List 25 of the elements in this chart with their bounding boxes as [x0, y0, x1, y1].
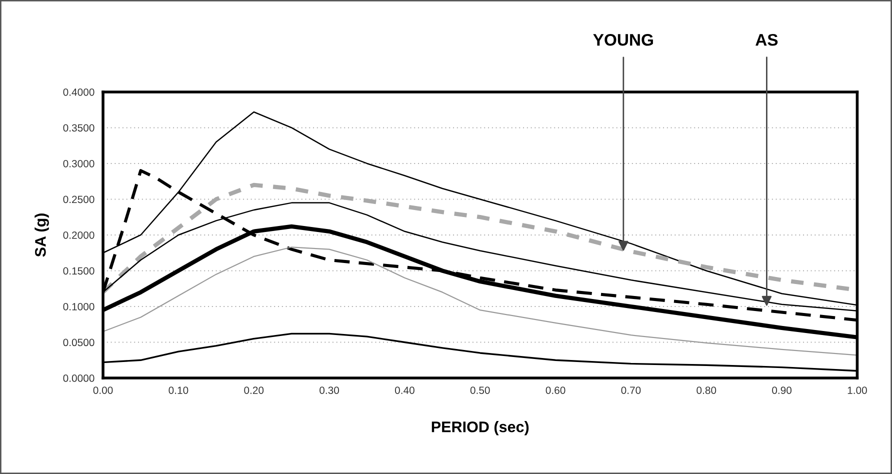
y-tick-label: 0.3500 — [63, 124, 94, 132]
annotation: YOUNG — [593, 34, 653, 46]
x-tick-label: 0.60 — [546, 386, 566, 394]
y-axis-title: SA (g) — [34, 214, 49, 257]
y-tick-label: 0.4000 — [63, 88, 94, 96]
y-tick-label: 0.3000 — [63, 160, 94, 168]
x-tick-label: 0.20 — [244, 386, 264, 394]
y-tick-label: 0.1000 — [63, 303, 94, 310]
x-tick-label: 0.30 — [320, 386, 340, 394]
x-tick-label: 0.70 — [621, 386, 641, 394]
y-tick-label: 0.2500 — [63, 196, 94, 204]
y-tick-label: 0.1500 — [63, 267, 94, 275]
annotation: AS — [756, 34, 778, 46]
line-series — [103, 246, 858, 356]
x-tick-label: 0.10 — [168, 386, 188, 394]
x-tick-label: 1.00 — [848, 386, 867, 394]
x-tick-label: 0.80 — [696, 386, 716, 394]
x-tick-label: 0.00 — [93, 386, 113, 394]
x-axis-title: PERIOD (sec) — [432, 421, 529, 436]
y-tick-label: 0.0000 — [63, 374, 94, 382]
x-tick-label: 0.40 — [394, 386, 414, 394]
x-tick-label: 0.50 — [470, 386, 490, 394]
x-tick-label: 0.90 — [772, 386, 792, 394]
y-tick-label: 0.0500 — [63, 338, 94, 346]
y-tick-label: 0.2000 — [63, 231, 94, 239]
